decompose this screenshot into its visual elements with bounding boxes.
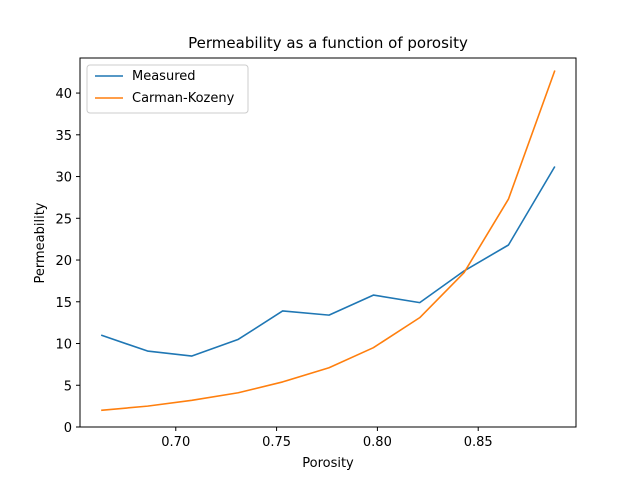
y-tick-label: 30 [55,171,72,186]
x-axis-label: Porosity [302,456,354,471]
y-axis-label: Permeability [33,202,48,283]
chart-title: Permeability as a function of porosity [188,34,468,52]
x-tick-label: 0.85 [464,435,493,450]
x-axis: 0.70 0.75 0.80 0.85 [161,427,493,450]
series-line-measured [100,166,556,357]
x-tick-label: 0.70 [161,435,190,450]
legend-label-measured: Measured [132,69,196,84]
x-tick-label: 0.80 [363,435,392,450]
plot-frame [79,57,577,428]
y-tick-label: 20 [55,254,72,269]
legend-label-carman-kozeny: Carman-Kozeny [132,91,235,106]
legend-box [86,64,249,114]
y-axis: 0 5 10 15 20 25 30 35 40 [55,87,80,436]
y-tick-label: 10 [55,338,72,353]
series-line-carman-kozeny [101,70,556,412]
series-layer [100,70,556,412]
y-tick-label: 5 [64,379,72,394]
y-tick-label: 35 [55,129,72,144]
y-tick-label: 40 [55,87,72,102]
x-tick-label: 0.75 [262,435,291,450]
y-tick-label: 0 [64,421,72,436]
legend: Measured Carman-Kozeny [86,64,249,114]
y-tick-label: 25 [55,212,72,227]
y-tick-label: 15 [55,296,72,311]
